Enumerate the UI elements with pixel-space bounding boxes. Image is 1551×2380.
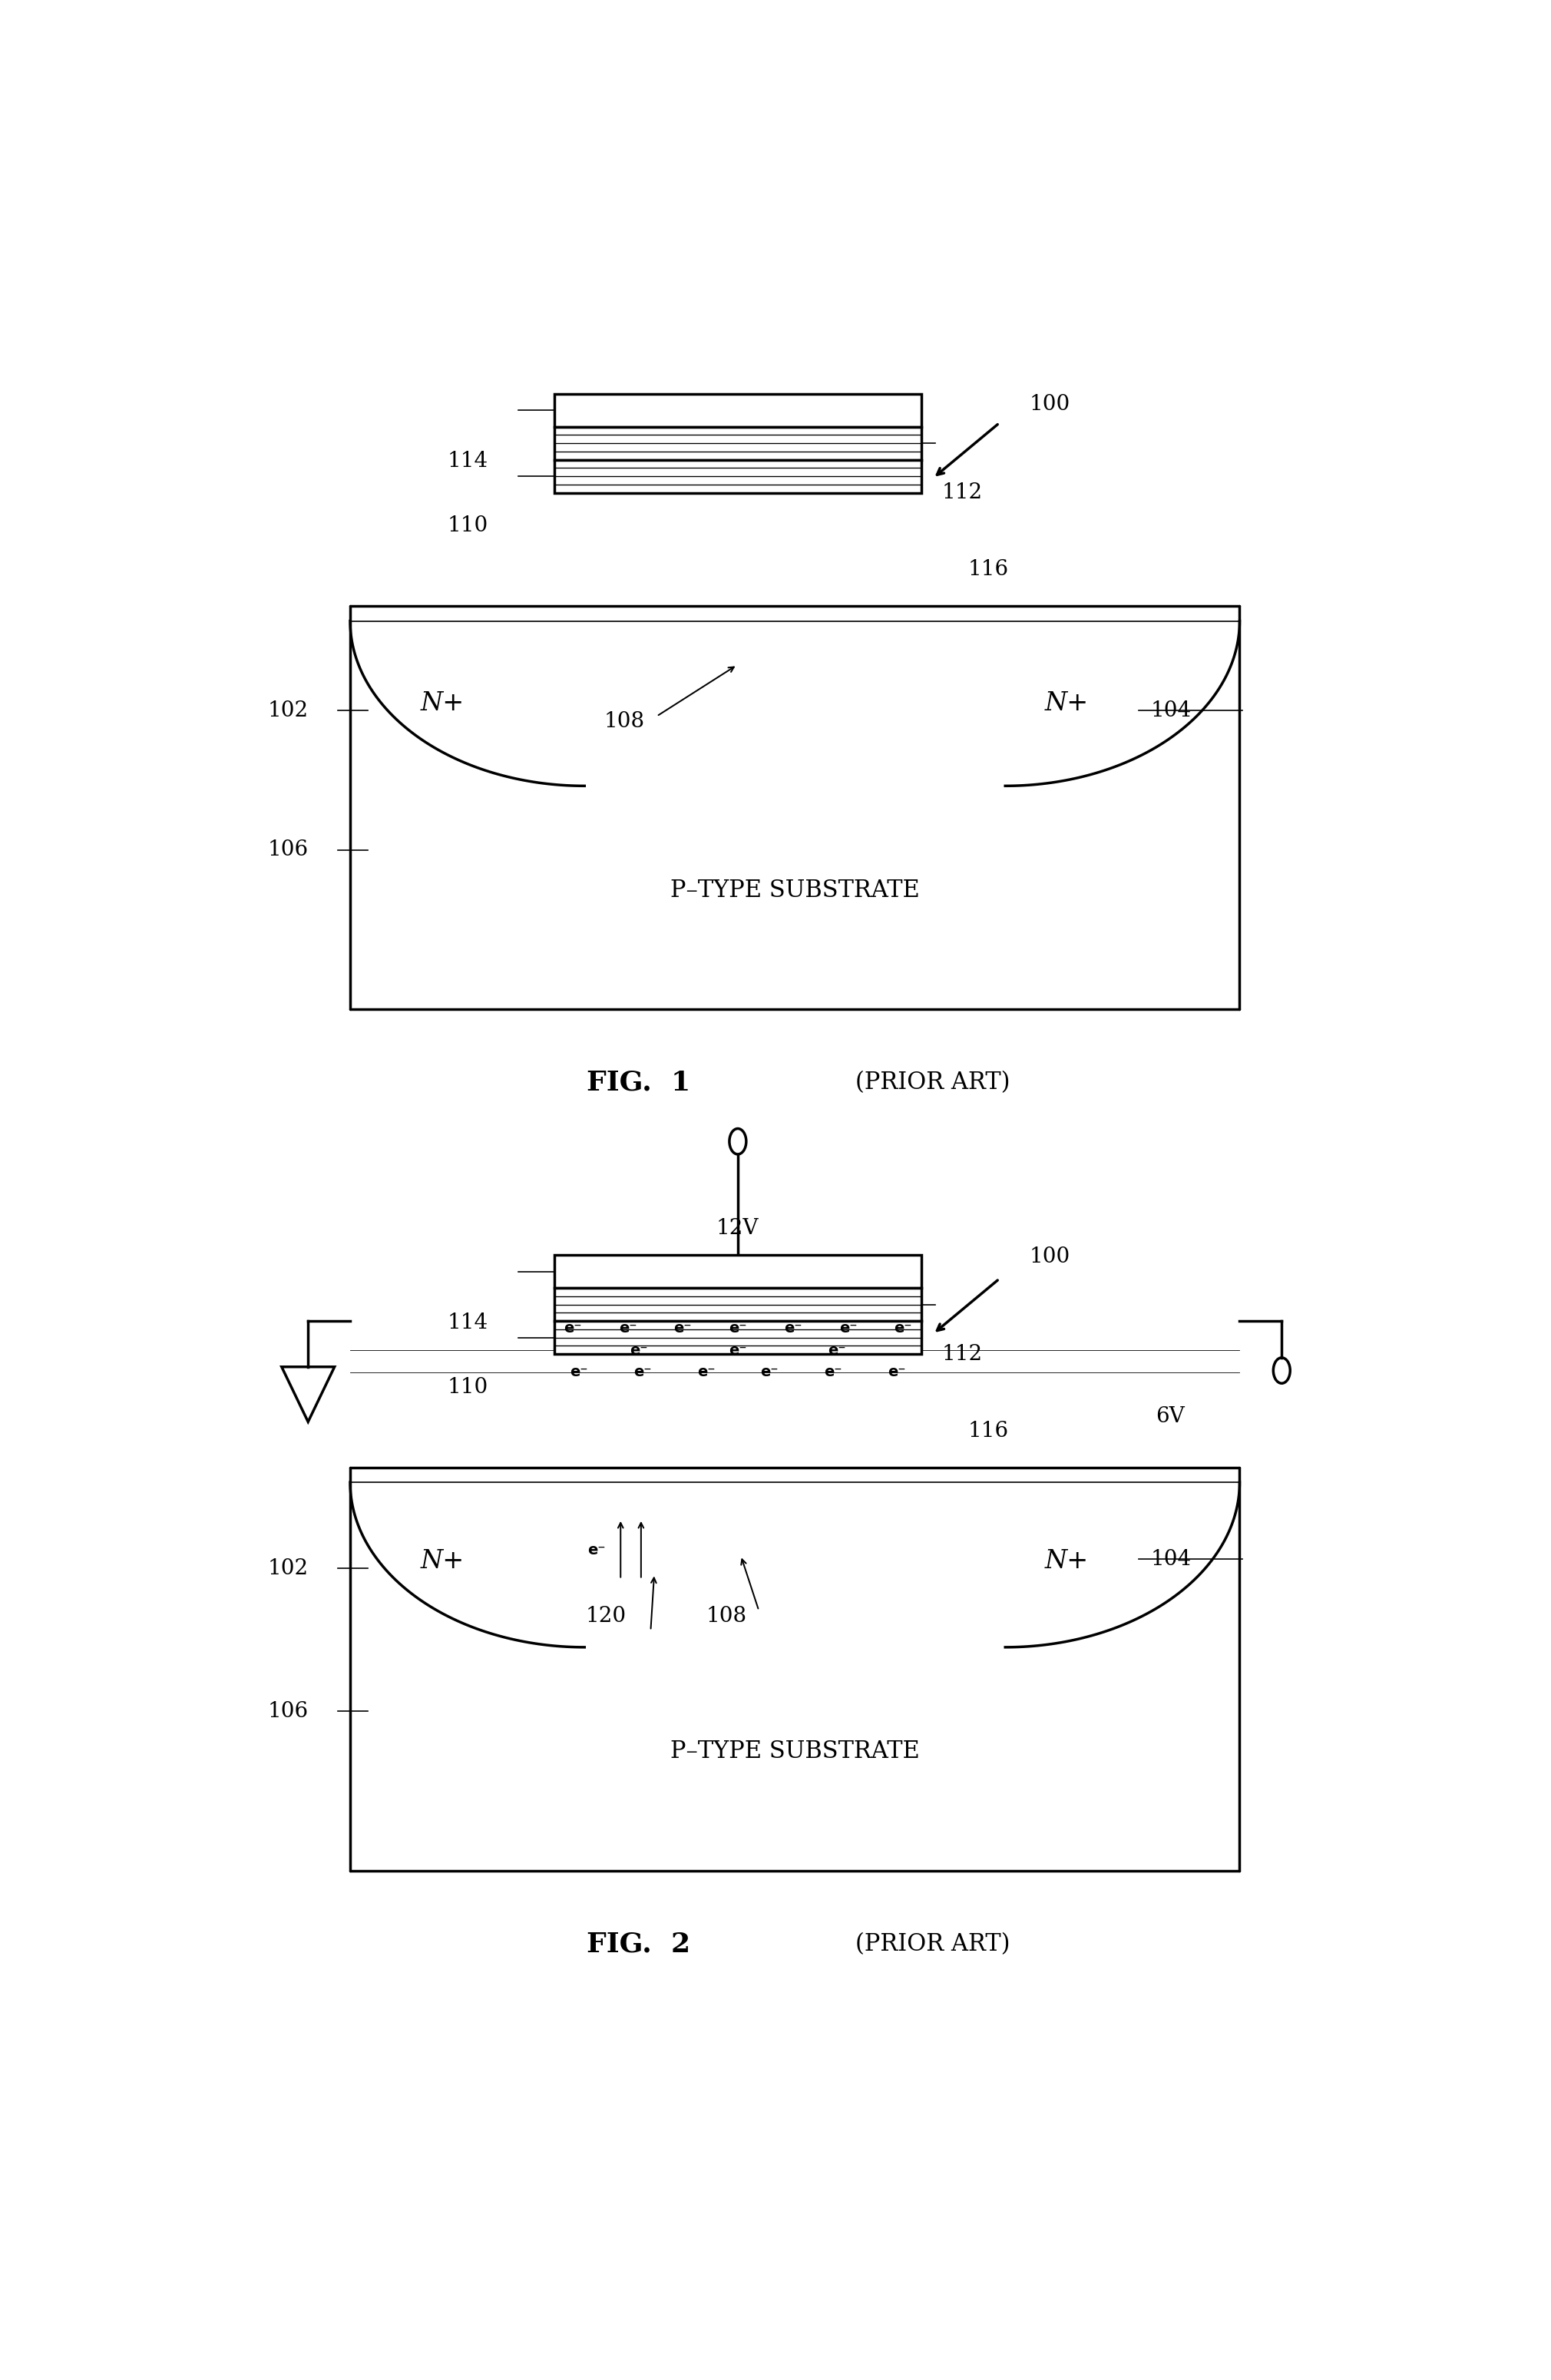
Text: e⁻: e⁻ bbox=[630, 1342, 648, 1357]
Text: N+: N+ bbox=[420, 1549, 465, 1573]
Text: P–TYPE SUBSTRATE: P–TYPE SUBSTRATE bbox=[670, 878, 920, 902]
Text: e⁻: e⁻ bbox=[893, 1321, 912, 1335]
Text: e⁻: e⁻ bbox=[673, 1321, 692, 1335]
Text: e⁻: e⁻ bbox=[729, 1342, 748, 1357]
Text: 114: 114 bbox=[448, 452, 489, 471]
Text: e⁻: e⁻ bbox=[783, 1321, 802, 1335]
Text: N+: N+ bbox=[1044, 1549, 1089, 1573]
Text: N+: N+ bbox=[1044, 690, 1089, 716]
Text: 108: 108 bbox=[603, 712, 645, 733]
Text: 116: 116 bbox=[968, 1421, 1008, 1442]
Text: e⁻: e⁻ bbox=[729, 1321, 748, 1335]
Text: (PRIOR ART): (PRIOR ART) bbox=[855, 1933, 1010, 1956]
Text: 106: 106 bbox=[267, 1702, 309, 1721]
Text: P–TYPE SUBSTRATE: P–TYPE SUBSTRATE bbox=[670, 1740, 920, 1764]
Text: e⁻: e⁻ bbox=[889, 1366, 906, 1380]
Text: e⁻: e⁻ bbox=[619, 1321, 636, 1335]
Text: FIG.  2: FIG. 2 bbox=[586, 1930, 690, 1956]
Text: e⁻: e⁻ bbox=[839, 1321, 858, 1335]
Bar bbox=[555, 426, 921, 459]
Text: 104: 104 bbox=[1151, 700, 1191, 721]
Text: e⁻: e⁻ bbox=[696, 1366, 715, 1380]
Bar bbox=[555, 1321, 921, 1354]
Text: e⁻: e⁻ bbox=[588, 1542, 605, 1557]
Text: e⁻: e⁻ bbox=[824, 1366, 842, 1380]
Bar bbox=[555, 459, 921, 493]
Text: 116: 116 bbox=[968, 559, 1008, 581]
Text: 6V: 6V bbox=[1155, 1407, 1185, 1426]
Text: e⁻: e⁻ bbox=[563, 1321, 582, 1335]
Text: 114: 114 bbox=[448, 1311, 489, 1333]
Text: N+: N+ bbox=[420, 690, 465, 716]
Text: 102: 102 bbox=[267, 700, 309, 721]
Text: 112: 112 bbox=[941, 483, 982, 502]
Text: e⁻: e⁻ bbox=[633, 1366, 651, 1380]
Text: 100: 100 bbox=[1030, 395, 1070, 414]
Text: e⁻: e⁻ bbox=[760, 1366, 779, 1380]
Text: e⁻: e⁻ bbox=[828, 1342, 845, 1357]
Text: e⁻: e⁻ bbox=[569, 1366, 588, 1380]
Bar bbox=[555, 393, 921, 426]
Text: 106: 106 bbox=[267, 840, 309, 862]
Text: 102: 102 bbox=[267, 1559, 309, 1578]
Text: 120: 120 bbox=[586, 1606, 627, 1626]
Bar bbox=[555, 1288, 921, 1321]
Text: 104: 104 bbox=[1151, 1549, 1191, 1571]
Text: 12V: 12V bbox=[717, 1219, 758, 1238]
Text: 108: 108 bbox=[706, 1606, 748, 1626]
Text: FIG.  1: FIG. 1 bbox=[586, 1069, 690, 1095]
Bar bbox=[555, 1254, 921, 1288]
Text: 112: 112 bbox=[941, 1345, 982, 1364]
Text: 110: 110 bbox=[448, 516, 489, 536]
Text: 100: 100 bbox=[1030, 1247, 1070, 1266]
Text: 110: 110 bbox=[448, 1376, 489, 1397]
Text: (PRIOR ART): (PRIOR ART) bbox=[855, 1071, 1010, 1095]
